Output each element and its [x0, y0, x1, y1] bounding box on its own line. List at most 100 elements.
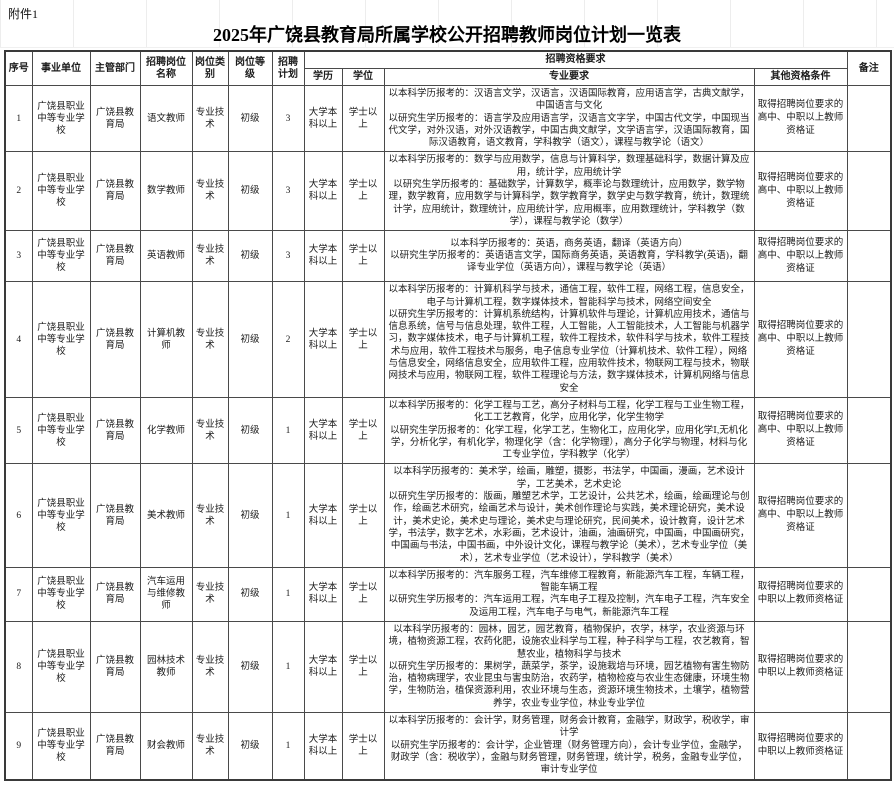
cell-category: 专业技术: [191, 712, 229, 781]
header-unit: 事业单位: [31, 50, 91, 86]
table-row: 4 广饶县职业中等专业学校 广饶县教育局 计算机教师 专业技术 初级 2 大学本…: [4, 281, 892, 398]
cell-degree: 学士以上: [341, 463, 385, 568]
cell-position: 语文教师: [139, 84, 193, 153]
table-row: 2 广饶县职业中等专业学校 广饶县教育局 数学教师 专业技术 初级 3 大学本科…: [4, 151, 892, 232]
cell-unit: 广饶县职业中等专业学校: [31, 84, 91, 153]
header-edu: 学历: [303, 68, 343, 86]
cell-level: 初级: [227, 230, 273, 283]
cell-dept: 广饶县教育局: [89, 230, 141, 283]
cell-degree: 学士以上: [341, 151, 385, 232]
header-level: 岗位等级: [227, 50, 273, 86]
cell-other: 取得招聘岗位要求的中职以上教师资格证: [753, 620, 848, 714]
cell-edu: 大学本科以上: [303, 230, 343, 283]
cell-degree: 学士以上: [341, 281, 385, 398]
cell-remark: [846, 151, 892, 232]
cell-plan: 3: [271, 84, 305, 153]
cell-major: 以本科学历报考的：英语，商务英语，翻译（英语方向） 以研究生学历报考的：英语语言…: [383, 230, 755, 283]
cell-degree: 学士以上: [341, 396, 385, 465]
cell-edu: 大学本科以上: [303, 281, 343, 398]
cell-edu: 大学本科以上: [303, 620, 343, 714]
header-remark: 备注: [846, 50, 892, 86]
cell-no: 8: [4, 620, 33, 714]
cell-unit: 广饶县职业中等专业学校: [31, 463, 91, 568]
cell-level: 初级: [227, 463, 273, 568]
header-position: 招聘岗位名称: [139, 50, 193, 86]
cell-remark: [846, 281, 892, 398]
cell-major: 以本科学历报考的：美术学，绘画，雕塑，摄影，书法学，中国画，漫画，艺术设计学，工…: [383, 463, 755, 568]
cell-plan: 1: [271, 712, 305, 781]
cell-degree: 学士以上: [341, 230, 385, 283]
cell-edu: 大学本科以上: [303, 712, 343, 781]
cell-level: 初级: [227, 566, 273, 622]
cell-no: 2: [4, 151, 33, 232]
cell-unit: 广饶县职业中等专业学校: [31, 712, 91, 781]
attachment-label: 附件1: [8, 7, 39, 21]
page-title: 2025年广饶县教育局所属学校公开招聘教师岗位计划一览表: [213, 25, 681, 45]
cell-level: 初级: [227, 396, 273, 465]
cell-major: 以本科学历报考的：化学工程与工艺，高分子材料与工程，化学工程与工业生物工程，化工…: [383, 396, 755, 465]
cell-remark: [846, 463, 892, 568]
table-body: 1 广饶县职业中等专业学校 广饶县教育局 语文教师 专业技术 初级 3 大学本科…: [4, 84, 892, 781]
cell-other: 取得招聘岗位要求的中职以上教师资格证: [753, 566, 848, 622]
cell-remark: [846, 712, 892, 781]
cell-position: 数学教师: [139, 151, 193, 232]
cell-dept: 广饶县教育局: [89, 566, 141, 622]
header-category: 岗位类别: [191, 50, 229, 86]
table-row: 7 广饶县职业中等专业学校 广饶县教育局 汽车运用与维修教师 专业技术 初级 1…: [4, 566, 892, 622]
cell-dept: 广饶县教育局: [89, 463, 141, 568]
table-row: 1 广饶县职业中等专业学校 广饶县教育局 语文教师 专业技术 初级 3 大学本科…: [4, 84, 892, 153]
cell-degree: 学士以上: [341, 84, 385, 153]
header-qualification: 招聘资格要求: [303, 50, 848, 69]
cell-plan: 1: [271, 620, 305, 714]
cell-major: 以本科学历报考的：数学与应用数学，信息与计算科学，数理基础科学，数据计算及应用，…: [383, 151, 755, 232]
cell-dept: 广饶县教育局: [89, 396, 141, 465]
cell-category: 专业技术: [191, 463, 229, 568]
cell-category: 专业技术: [191, 620, 229, 714]
header-no: 序号: [4, 50, 33, 86]
cell-degree: 学士以上: [341, 620, 385, 714]
cell-other: 取得招聘岗位要求的高中、中职以上教师资格证: [753, 84, 848, 153]
cell-unit: 广饶县职业中等专业学校: [31, 566, 91, 622]
cell-level: 初级: [227, 281, 273, 398]
cell-level: 初级: [227, 84, 273, 153]
cell-category: 专业技术: [191, 281, 229, 398]
cell-position: 化学教师: [139, 396, 193, 465]
cell-major: 以本科学历报考的：园林，园艺，园艺教育，植物保护，农学，林学，农业资源与环境，植…: [383, 620, 755, 714]
cell-position: 园林技术教师: [139, 620, 193, 714]
cell-other: 取得招聘岗位要求的高中、中职以上教师资格证: [753, 396, 848, 465]
cell-unit: 广饶县职业中等专业学校: [31, 281, 91, 398]
header-degree: 学位: [341, 68, 385, 86]
header-major: 专业要求: [383, 68, 755, 86]
cell-level: 初级: [227, 151, 273, 232]
cell-level: 初级: [227, 712, 273, 781]
cell-other: 取得招聘岗位要求的高中、中职以上教师资格证: [753, 230, 848, 283]
cell-position: 计算机教师: [139, 281, 193, 398]
header-other: 其他资格条件: [753, 68, 848, 86]
cell-degree: 学士以上: [341, 566, 385, 622]
recruitment-plan-table: 序号 事业单位 主管部门 招聘岗位名称 岗位类别 岗位等级 招聘计划 招聘资格要…: [4, 50, 892, 781]
cell-no: 9: [4, 712, 33, 781]
cell-category: 专业技术: [191, 230, 229, 283]
cell-other: 取得招聘岗位要求的中职以上教师资格证: [753, 712, 848, 781]
table-row: 5 广饶县职业中等专业学校 广饶县教育局 化学教师 专业技术 初级 1 大学本科…: [4, 396, 892, 465]
cell-degree: 学士以上: [341, 712, 385, 781]
cell-remark: [846, 566, 892, 622]
cell-edu: 大学本科以上: [303, 151, 343, 232]
cell-category: 专业技术: [191, 566, 229, 622]
cell-other: 取得招聘岗位要求的高中、中职以上教师资格证: [753, 151, 848, 232]
cell-unit: 广饶县职业中等专业学校: [31, 230, 91, 283]
table-row: 6 广饶县职业中等专业学校 广饶县教育局 美术教师 专业技术 初级 1 大学本科…: [4, 463, 892, 568]
cell-no: 1: [4, 84, 33, 153]
header-dept: 主管部门: [89, 50, 141, 86]
cell-plan: 1: [271, 396, 305, 465]
cell-remark: [846, 84, 892, 153]
cell-remark: [846, 230, 892, 283]
cell-other: 取得招聘岗位要求的高中、中职以上教师资格证: [753, 281, 848, 398]
cell-no: 6: [4, 463, 33, 568]
cell-plan: 1: [271, 463, 305, 568]
cell-unit: 广饶县职业中等专业学校: [31, 396, 91, 465]
cell-edu: 大学本科以上: [303, 566, 343, 622]
cell-unit: 广饶县职业中等专业学校: [31, 620, 91, 714]
cell-major: 以本科学历报考的：汉语言文学，汉语言，汉语国际教育，应用语言学，古典文献学，中国…: [383, 84, 755, 153]
table-header: 序号 事业单位 主管部门 招聘岗位名称 岗位类别 岗位等级 招聘计划 招聘资格要…: [4, 50, 892, 86]
